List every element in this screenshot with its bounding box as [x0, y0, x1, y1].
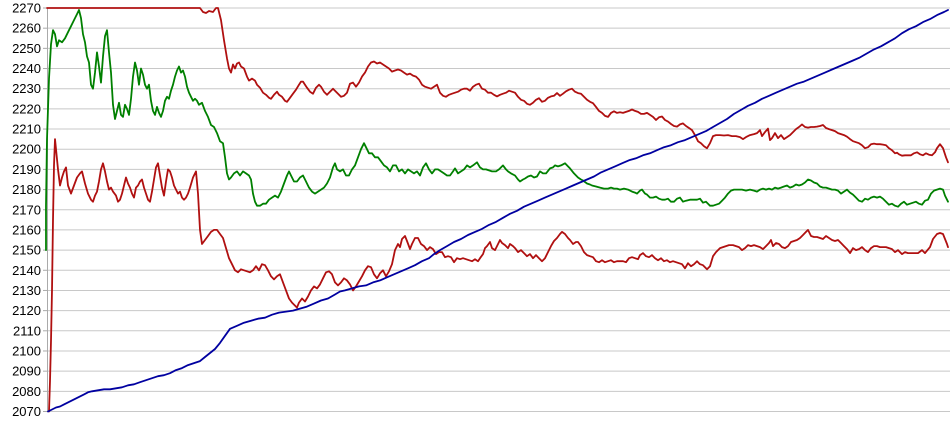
y-axis-label: 2230	[12, 81, 41, 96]
gridlines-group	[47, 7, 950, 412]
y-axis-label: 2200	[12, 142, 41, 157]
y-axis-label: 2220	[12, 101, 41, 116]
y-axis-label: 2070	[12, 404, 41, 419]
series-group	[45, 7, 949, 413]
series-line-green	[45, 9, 949, 252]
series-line-upper-red	[46, 7, 949, 164]
y-axis-label: 2160	[12, 222, 41, 237]
y-axis-label: 2090	[12, 364, 41, 379]
y-axis-label: 2140	[12, 263, 41, 278]
y-axis-label: 2190	[12, 162, 41, 177]
y-axis-label: 2080	[12, 384, 41, 399]
series-line-blue	[47, 9, 949, 413]
y-axis-label: 2260	[12, 21, 41, 36]
y-axis-label: 2210	[12, 122, 41, 137]
y-axis-label: 2250	[12, 41, 41, 56]
y-axis-label: 2120	[12, 303, 41, 318]
series-line-lower-red	[48, 138, 949, 413]
y-axis-label: 2240	[12, 61, 41, 76]
y-axis-label: 2150	[12, 243, 41, 258]
y-axis-label: 2100	[12, 343, 41, 358]
y-axis-label: 2180	[12, 182, 41, 197]
y-axis-label: 2270	[12, 1, 41, 16]
y-axis-labels-group: 2270 2260 2250 2240 2230 2220 2210 2200 2190 2180…	[12, 1, 41, 420]
y-axis-label: 2170	[12, 202, 41, 217]
y-axis-label: 2110	[13, 323, 41, 338]
y-axis-label: 2130	[12, 283, 41, 298]
